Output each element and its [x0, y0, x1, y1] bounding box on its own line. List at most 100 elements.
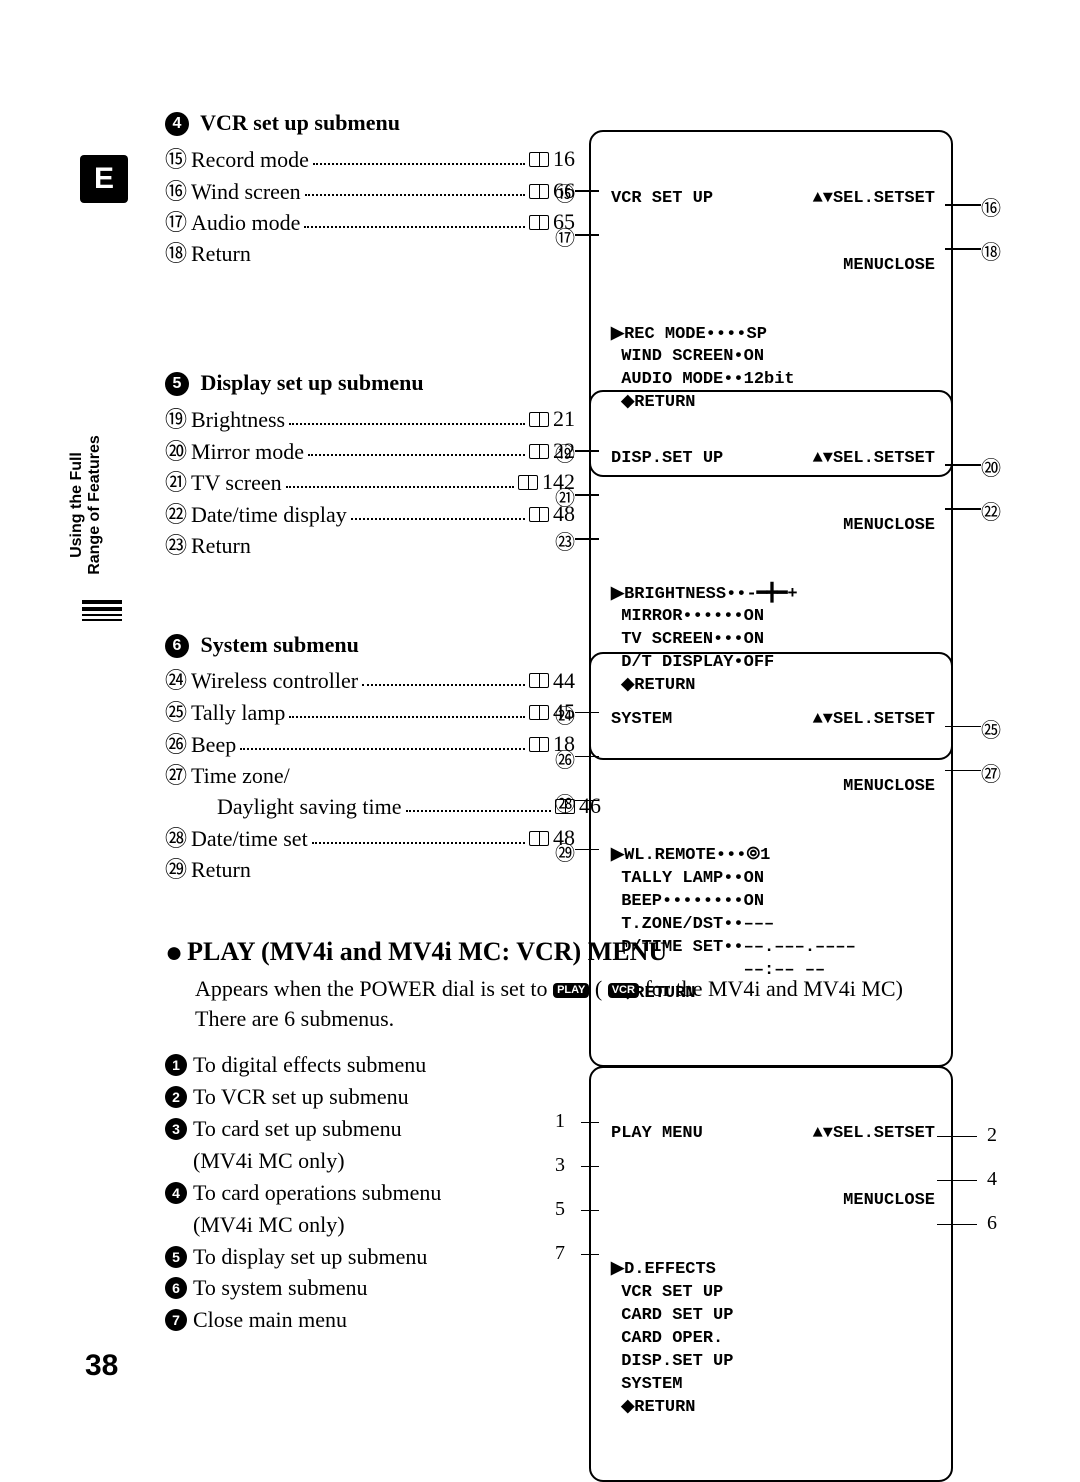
list-item: 1To digital effects submenu: [165, 1049, 585, 1081]
book-icon: [529, 184, 549, 199]
item-number-badge: 3: [165, 1118, 187, 1140]
book-icon: [529, 831, 549, 846]
item-label: Time zone/: [191, 761, 290, 792]
item-label: Audio mode: [191, 208, 300, 239]
item-number: ⑯: [165, 177, 191, 208]
dotted-leader: [289, 716, 525, 718]
list-item-sub: (MV4i MC only): [165, 1145, 585, 1177]
dotted-leader: [312, 842, 525, 844]
language-badge: E: [80, 155, 128, 203]
heading-number-icon: 5: [165, 372, 189, 396]
callout-number: ⑲: [555, 438, 575, 467]
list-item: ㉕Tally lamp45: [165, 697, 575, 729]
item-number: ⑱: [165, 239, 191, 270]
heading-number-icon: 4: [165, 112, 189, 136]
callout-number: ㉖: [555, 744, 575, 773]
list-item-sub: (MV4i MC only): [165, 1209, 585, 1241]
callout-number: ㉑: [555, 482, 575, 511]
page-number: 38: [85, 1349, 118, 1383]
dotted-leader: [362, 684, 525, 686]
callout-number: ⑯: [981, 192, 1001, 221]
sidebar-section-title: Using the Full Range of Features: [68, 415, 104, 595]
list-item: ⑮Record mode16: [165, 144, 575, 176]
item-label: Tally lamp: [191, 698, 285, 729]
item-number: ㉕: [165, 698, 191, 729]
list-item: ㉒Date/time display48: [165, 499, 575, 531]
play-badge-icon: PLAY: [553, 983, 589, 998]
dotted-leader: [305, 194, 525, 196]
book-icon: [529, 705, 549, 720]
list-item: ㉖Beep18: [165, 729, 575, 761]
item-number-badge: 6: [165, 1277, 187, 1299]
callout-number: ㉙: [555, 837, 575, 866]
leader-line: [945, 204, 981, 206]
leader-line: [937, 1224, 977, 1226]
item-number: ⑲: [165, 405, 191, 436]
callout-badge: 6: [987, 1212, 997, 1235]
leader-line: [945, 464, 981, 466]
screen-line: SYSTEM: [611, 1374, 935, 1397]
leader-line: [945, 770, 981, 772]
item-number: ㉖: [165, 730, 191, 761]
leader-line: [937, 1136, 977, 1138]
dotted-leader: [286, 486, 514, 488]
screen-line: CARD SET UP: [611, 1305, 935, 1328]
screen-line: ▶BRIGHTNESS••-━╋━+: [611, 584, 935, 607]
book-icon: [529, 412, 549, 427]
heading-title: System submenu: [201, 632, 359, 657]
list-item: 3 To card set up submenu: [165, 1113, 585, 1145]
item-number: ㉗: [165, 761, 191, 792]
list-item: ㉘Date/time set48: [165, 823, 575, 855]
list-item: ⑲Brightness21: [165, 404, 575, 436]
section-system: 6 System submenu ㉔Wireless controller44㉕…: [165, 632, 985, 886]
screen-line: ◆RETURN: [611, 1397, 935, 1420]
section-display-setup: 5 Display set up submenu ⑲Brightness21⑳M…: [165, 370, 985, 562]
book-icon: [529, 673, 549, 688]
book-icon: [529, 152, 549, 167]
play-description: Appears when the POWER dial is set to PL…: [195, 974, 985, 1036]
section-play-menu: ●PLAY (MV4i and MV4i MC: VCR) MENU Appea…: [165, 936, 985, 1337]
item-label: Brightness: [191, 405, 285, 436]
item-label: Record mode: [191, 145, 309, 176]
dotted-leader: [406, 810, 551, 812]
callout-number: ㉕: [981, 714, 1001, 743]
play-heading: ●PLAY (MV4i and MV4i MC: VCR) MENU: [165, 936, 985, 970]
callout-number: ⑳: [981, 452, 1001, 481]
list-item: ⑳Mirror mode22: [165, 436, 575, 468]
item-number: ⑳: [165, 437, 191, 468]
screen-line: T.ZONE/DST••–––: [611, 914, 935, 937]
item-number: ⑰: [165, 208, 191, 239]
item-number: ㉒: [165, 500, 191, 531]
dotted-leader: [351, 518, 525, 520]
list-item: 6To system submenu: [165, 1272, 585, 1304]
list-item: ㉙Return: [165, 855, 575, 886]
item-label: Date/time set: [191, 824, 308, 855]
list-item: ㉔Wireless controller44: [165, 666, 575, 698]
list-item: 5To display set up submenu: [165, 1241, 585, 1273]
screen-line: ▶D.EFFECTS: [611, 1259, 935, 1282]
screen-line: ▶WL.REMOTE•••⦾1: [611, 845, 935, 868]
callout-badge: 3: [555, 1154, 565, 1177]
list-item: ㉗Time zone/: [165, 761, 575, 792]
list-item: ⑰Audio mode65: [165, 207, 575, 239]
item-number: ㉙: [165, 855, 191, 886]
screen-line: BEEP••••••••ON: [611, 891, 935, 914]
callout-badge: 5: [555, 1198, 565, 1221]
dotted-leader: [289, 423, 525, 425]
item-label: Return: [191, 239, 251, 270]
item-label: To VCR set up submenu: [193, 1084, 409, 1109]
vcr-badge-icon: VCR: [608, 983, 639, 998]
callout-number: ⑮: [555, 178, 575, 207]
item-label: Wind screen: [191, 177, 301, 208]
callout-badge: 7: [555, 1242, 565, 1265]
item-label: Date/time display: [191, 500, 347, 531]
item-label: TV screen: [191, 468, 282, 499]
item-label: Return: [191, 855, 251, 886]
book-icon: [529, 215, 549, 230]
heading-title: VCR set up submenu: [200, 110, 400, 135]
item-label: To card set up submenu: [193, 1116, 402, 1141]
callout-badge: 1: [555, 1110, 565, 1133]
dotted-leader: [308, 454, 525, 456]
book-icon: [518, 475, 538, 490]
item-number: ㉔: [165, 666, 191, 697]
